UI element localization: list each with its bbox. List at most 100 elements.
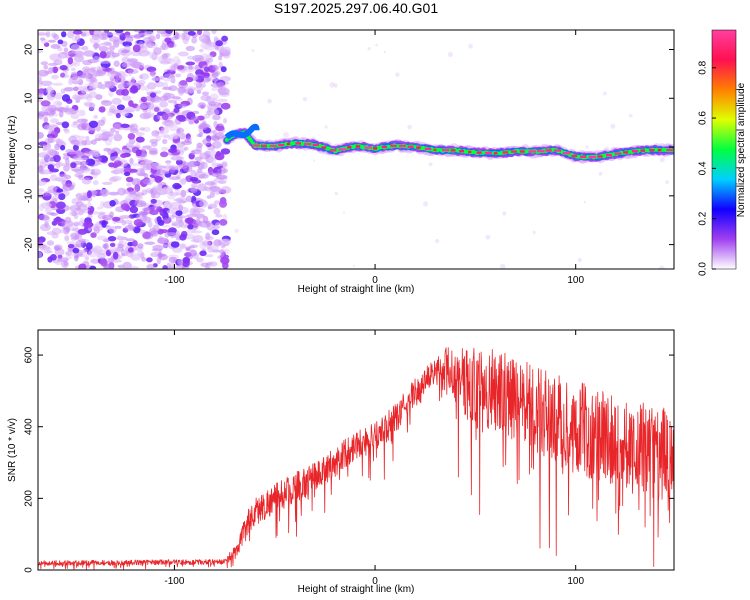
- noise-blob: [197, 161, 206, 165]
- noise-blob: [179, 234, 187, 241]
- noise-blob: [168, 227, 177, 234]
- noise-blob: [139, 73, 150, 80]
- noise-blob: [125, 238, 136, 242]
- noise-blob: [214, 222, 221, 229]
- noise-blob: [38, 32, 48, 36]
- spectrogram-ytick-label: -20: [24, 237, 35, 252]
- noise-blob: [119, 215, 131, 219]
- noise-blob: [40, 110, 45, 115]
- noise-blob: [109, 242, 116, 247]
- noise-blob: [204, 181, 216, 186]
- noise-blob: [194, 156, 203, 162]
- noise-blob: [71, 50, 84, 54]
- noise-blob: [121, 49, 130, 54]
- noise-blob: [137, 249, 144, 257]
- noise-blob: [160, 151, 169, 158]
- noise-blob: [220, 186, 232, 194]
- noise-blob: [39, 169, 52, 175]
- noise-blob: [133, 30, 143, 33]
- noise-blob: [220, 102, 231, 110]
- snr-ytick-label: 400: [24, 418, 35, 435]
- noise-blob: [188, 160, 199, 168]
- noise-blob: [61, 31, 67, 38]
- signal-peak-mark: [571, 154, 578, 158]
- noise-blob: [178, 91, 184, 96]
- signal-peak-mark: [614, 152, 622, 155]
- snr-panel: -100 0 100 0 200 400 600 Height of straight li…: [7, 329, 675, 595]
- noise-blob: [120, 203, 130, 211]
- noise-blob: [38, 49, 44, 54]
- noise-blob: [111, 97, 122, 105]
- noise-blob: [76, 192, 82, 201]
- noise-blob: [127, 69, 139, 74]
- noise-blob: [182, 259, 190, 268]
- noise-blob: [93, 114, 98, 119]
- noise-blob: [95, 125, 101, 132]
- noise-blob: [267, 98, 272, 104]
- noise-blob: [80, 167, 91, 172]
- noise-blob: [44, 207, 52, 213]
- noise-blob: [196, 257, 204, 263]
- noise-blob: [68, 136, 78, 143]
- noise-blob: [169, 262, 176, 269]
- noise-blob: [160, 244, 169, 248]
- snr-xtick-label: 0: [372, 576, 378, 587]
- noise-blob: [43, 65, 49, 70]
- noise-blob: [324, 125, 328, 129]
- signal-peak-mark: [537, 149, 545, 153]
- colorbar: 0.0 0.2 0.4 0.6 0.8 Normalized spectral ampl…: [698, 29, 747, 276]
- noise-blob: [213, 172, 221, 176]
- noise-blob: [82, 59, 93, 66]
- noise-blob: [78, 263, 87, 269]
- noise-blob: [178, 170, 183, 175]
- noise-blob: [46, 93, 55, 101]
- noise-blob: [135, 149, 142, 157]
- noise-blob: [75, 99, 80, 103]
- noise-blob: [665, 180, 669, 185]
- noise-blob: [117, 83, 126, 90]
- noise-blob: [89, 265, 97, 269]
- noise-blob: [141, 256, 147, 262]
- noise-blob: [115, 112, 121, 119]
- noise-blob: [103, 147, 112, 152]
- noise-blob: [149, 70, 156, 77]
- noise-blob: [40, 202, 52, 208]
- signal-peak-mark: [545, 149, 552, 152]
- noise-blob: [79, 217, 85, 223]
- snr-frame: [37, 329, 675, 571]
- noise-blob: [175, 159, 184, 166]
- noise-blob: [43, 116, 49, 123]
- noise-blob: [251, 49, 255, 52]
- noise-blob: [224, 248, 230, 255]
- noise-blob: [92, 56, 100, 63]
- noise-blob: [88, 102, 95, 111]
- signal-peak-mark: [476, 151, 482, 154]
- signal-peak-mark: [398, 144, 406, 148]
- signal-peak-mark: [433, 148, 437, 152]
- noise-blob: [118, 149, 130, 154]
- signal-peak-mark: [286, 142, 291, 146]
- signal-peak-mark: [416, 146, 421, 149]
- noise-blob: [206, 222, 215, 231]
- noise-blob: [69, 205, 81, 212]
- noise-blob: [218, 89, 227, 94]
- noise-blob: [217, 98, 228, 102]
- colorbar-ticks: 0.0 0.2 0.4 0.6 0.8: [698, 60, 716, 276]
- noise-blob: [155, 244, 162, 250]
- noise-blob: [154, 176, 163, 182]
- noise-blob: [47, 85, 53, 92]
- noise-blob: [120, 77, 125, 85]
- noise-blob: [131, 178, 142, 186]
- noise-blob: [61, 260, 69, 268]
- noise-blob: [75, 34, 81, 43]
- noise-blob: [69, 210, 75, 216]
- noise-blob: [77, 174, 83, 179]
- noise-blob: [158, 251, 163, 259]
- noise-blob: [177, 115, 187, 122]
- noise-blob: [93, 42, 98, 51]
- noise-blob: [185, 61, 196, 66]
- signal-peak-mark: [502, 151, 509, 154]
- noise-blob: [93, 30, 99, 35]
- noise-blob: [100, 42, 112, 46]
- noise-blob: [187, 31, 196, 36]
